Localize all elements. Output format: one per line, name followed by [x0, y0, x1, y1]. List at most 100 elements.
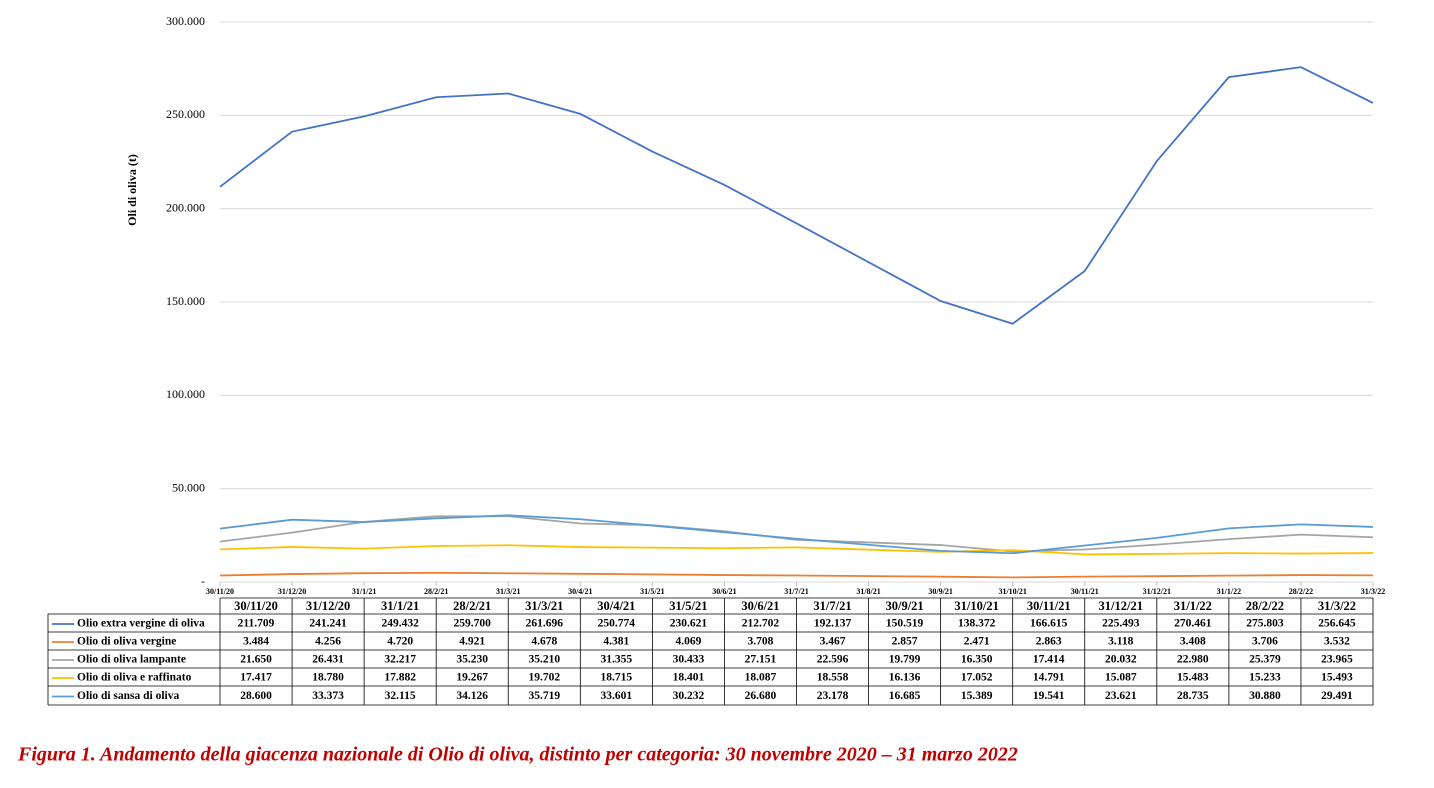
table-header: 31/5/21: [669, 599, 707, 613]
x-tick-label: 30/9/21: [928, 587, 952, 596]
table-cell: 261.696: [526, 618, 564, 630]
table-cell: 15.483: [1177, 672, 1209, 684]
series-line: [219, 514, 1374, 555]
series-line: [219, 544, 1374, 556]
series-line: [219, 66, 1374, 325]
y-tick-label: -: [201, 574, 205, 588]
table-header: 31/12/20: [306, 599, 350, 613]
y-tick-label: 50.000: [172, 480, 205, 494]
table-cell: 28.735: [1177, 690, 1209, 702]
legend-label: Olio di sansa di oliva: [77, 690, 180, 702]
table-cell: 2.857: [892, 636, 918, 648]
x-tick-label: 31/3/21: [496, 587, 520, 596]
table-cell: 2.863: [1036, 636, 1062, 648]
table-cell: 3.118: [1108, 636, 1133, 648]
table-cell: 15.233: [1249, 672, 1281, 684]
table-header: 30/11/20: [234, 599, 278, 613]
x-tick-label: 28/2/22: [1289, 587, 1313, 596]
x-tick-label: 31/12/21: [1143, 587, 1171, 596]
table-cell: 4.921: [459, 636, 485, 648]
table-cell: 4.381: [603, 636, 629, 648]
series-line: [219, 571, 1374, 579]
table-cell: 192.137: [814, 618, 852, 630]
table-cell: 4.069: [675, 636, 701, 648]
x-tick-label: 31/8/21: [856, 587, 880, 596]
table-cell: 17.414: [1033, 654, 1065, 666]
table-cell: 22.980: [1177, 654, 1209, 666]
table-cell: 19.799: [889, 654, 921, 666]
x-tick-label: 30/4/21: [568, 587, 592, 596]
table-cell: 249.432: [381, 618, 419, 630]
table-cell: 26.680: [745, 690, 777, 702]
table-cell: 15.389: [961, 690, 993, 702]
table-cell: 16.350: [961, 654, 993, 666]
table-cell: 21.650: [240, 654, 272, 666]
table-cell: 30.232: [673, 690, 705, 702]
table-cell: 32.115: [385, 690, 416, 702]
table-cell: 18.401: [673, 672, 705, 684]
table-cell: 4.678: [531, 636, 557, 648]
table-cell: 241.241: [309, 618, 347, 630]
table-cell: 2.471: [964, 636, 990, 648]
legend-label: Olio extra vergine di oliva: [77, 618, 205, 630]
table-cell: 14.791: [1033, 672, 1065, 684]
x-tick-label: 28/2/21: [424, 587, 448, 596]
table-cell: 230.621: [670, 618, 708, 630]
table-cell: 3.532: [1324, 636, 1350, 648]
table-header: 28/2/22: [1246, 599, 1284, 613]
table-header: 28/2/21: [453, 599, 491, 613]
table-cell: 15.087: [1105, 672, 1137, 684]
table-cell: 32.217: [384, 654, 416, 666]
table-header: 31/1/22: [1174, 599, 1212, 613]
table-cell: 4.256: [315, 636, 341, 648]
y-tick-label: 200.000: [166, 200, 205, 214]
table-cell: 34.126: [456, 690, 488, 702]
caption: Figura 1. Andamento della giacenza nazio…: [17, 744, 1018, 766]
table-header: 30/6/21: [741, 599, 779, 613]
table-cell: 15.493: [1321, 672, 1353, 684]
table-cell: 23.965: [1321, 654, 1353, 666]
table-cell: 17.882: [384, 672, 416, 684]
table-cell: 23.178: [817, 690, 849, 702]
y-tick-label: 150.000: [166, 294, 205, 308]
x-tick-label: 31/1/21: [352, 587, 376, 596]
x-tick-label: 31/12/20: [278, 587, 306, 596]
y-tick-label: 250.000: [166, 107, 205, 121]
table-cell: 212.702: [742, 618, 780, 630]
table-cell: 19.541: [1033, 690, 1065, 702]
x-tick-label: 30/11/21: [1071, 587, 1099, 596]
table-header: 30/9/21: [885, 599, 923, 613]
table-cell: 35.230: [456, 654, 488, 666]
table-header: 31/3/21: [525, 599, 563, 613]
x-tick-label: 31/5/21: [640, 587, 664, 596]
x-tick-label: 30/11/20: [206, 587, 234, 596]
table-cell: 166.615: [1030, 618, 1068, 630]
table-cell: 33.601: [601, 690, 633, 702]
x-tick-label: 31/10/21: [998, 587, 1026, 596]
x-tick-label: 30/6/21: [712, 587, 736, 596]
table-cell: 23.621: [1105, 690, 1137, 702]
table-cell: 259.700: [454, 618, 492, 630]
table-cell: 27.151: [745, 654, 777, 666]
table-cell: 250.774: [598, 618, 636, 630]
legend-label: Olio di oliva lampante: [77, 654, 186, 666]
table-cell: 138.372: [958, 618, 996, 630]
table-cell: 3.706: [1252, 636, 1278, 648]
series-line: [219, 515, 1374, 553]
table-cell: 25.379: [1249, 654, 1281, 666]
x-tick-label: 31/3/22: [1361, 587, 1385, 596]
table-cell: 211.709: [238, 618, 275, 630]
table-header: 31/10/21: [954, 599, 998, 613]
table-cell: 22.596: [817, 654, 849, 666]
table-cell: 30.880: [1249, 690, 1281, 702]
y-axis-label: Oli di oliva (t): [125, 154, 139, 226]
table-cell: 35.210: [528, 654, 560, 666]
table-cell: 19.267: [456, 672, 488, 684]
x-tick-label: 31/7/21: [784, 587, 808, 596]
table-cell: 35.719: [528, 690, 560, 702]
table-cell: 18.087: [745, 672, 777, 684]
table-cell: 20.032: [1105, 654, 1137, 666]
table-cell: 3.708: [748, 636, 774, 648]
y-tick-label: 300.000: [166, 14, 205, 28]
